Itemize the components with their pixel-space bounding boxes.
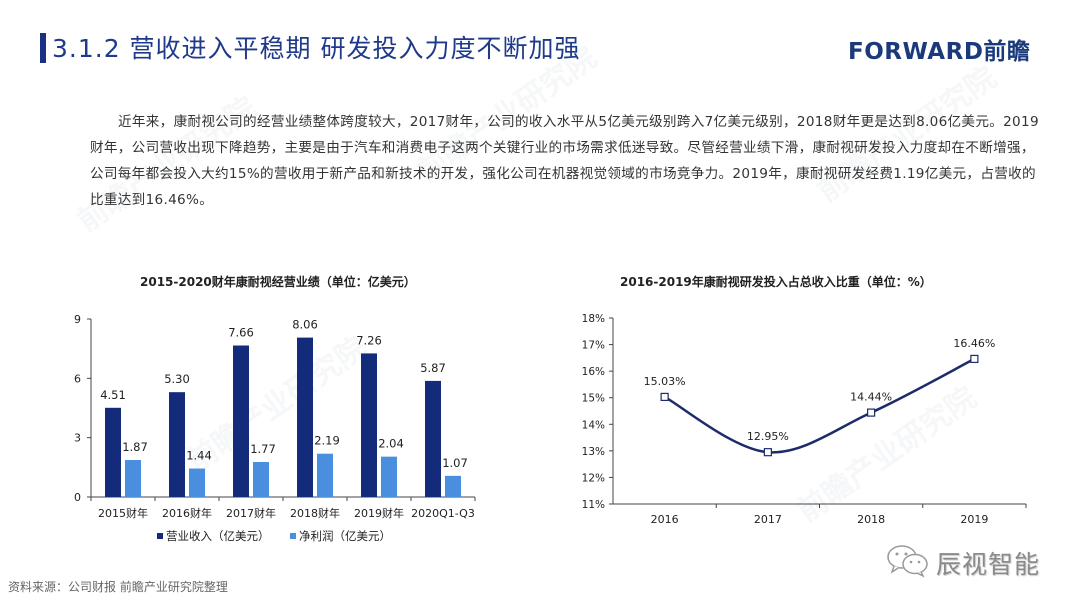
- rd-ratio-line: [664, 357, 975, 454]
- profit-label: 1.87: [122, 440, 148, 454]
- revenue-label: 7.26: [356, 333, 382, 347]
- profit-label: 1.77: [250, 442, 276, 456]
- wechat-account: 辰视智能: [886, 544, 1040, 582]
- forward-logo: FORWARD前瞻: [848, 39, 1031, 65]
- profit-bar: [189, 468, 205, 497]
- revenue-label: 5.87: [420, 361, 446, 375]
- line-chart: 11% 12% 13% 14% 15% 16% 17% 18% 15.03% 2016 12.95%…: [582, 313, 1027, 526]
- body-paragraph: 近年来，康耐视公司的经营业绩整体跨度较大，2017财年，公司的收入水平从5亿美元…: [90, 114, 1039, 208]
- y-tick-label: 18%: [582, 313, 605, 325]
- data-point-label: 15.03%: [644, 375, 686, 388]
- x-tick-label: 2019财年: [354, 506, 404, 520]
- bar-chart: 0 3 6 9 4.51 1.87 2015财年 5.30 1.44 2016财年 7.66 1.77…: [74, 313, 476, 543]
- y-tick-label: 0: [74, 491, 81, 504]
- bar-chart-title: 2015-2020财年康耐视经营业绩（单位：亿美元）: [140, 275, 416, 289]
- x-tick-label: 2020Q1-Q3: [411, 507, 475, 520]
- y-tick-label: 14%: [582, 419, 605, 431]
- legend-revenue-label: 营业收入（亿美元）: [166, 529, 270, 543]
- source-note: 资料来源：公司财报 前瞻产业研究院整理: [8, 580, 228, 594]
- data-point-marker: [763, 448, 772, 457]
- x-tick-label: 2018财年: [290, 506, 340, 520]
- revenue-label: 4.51: [100, 388, 126, 402]
- y-tick-label: 16%: [582, 366, 605, 378]
- profit-label: 2.19: [314, 434, 340, 448]
- profit-bar: [445, 475, 461, 497]
- profit-bar: [317, 453, 333, 497]
- profit-bar: [253, 461, 269, 497]
- title-accent-bar: [40, 33, 46, 63]
- profit-bar: [125, 460, 141, 497]
- revenue-bar: [361, 353, 377, 497]
- data-point-marker: [867, 408, 876, 417]
- wechat-account-name: 辰视智能: [936, 550, 1041, 579]
- data-point-label: 12.95%: [747, 430, 789, 443]
- y-tick-label: 13%: [582, 446, 605, 458]
- revenue-bar: [169, 392, 185, 497]
- revenue-label: 7.66: [228, 326, 254, 340]
- data-point-marker: [970, 354, 979, 364]
- x-tick-label: 2015财年: [98, 506, 148, 520]
- x-tick-label: 2017: [754, 513, 782, 526]
- y-tick-label: 6: [74, 372, 81, 385]
- data-point-label: 16.46%: [953, 337, 995, 350]
- legend-profit-label: 净利润（亿美元）: [299, 529, 391, 543]
- revenue-label: 5.30: [164, 372, 190, 386]
- y-tick-label: 17%: [582, 340, 605, 352]
- legend-profit-swatch: [290, 533, 296, 539]
- x-tick-label: 2016财年: [162, 506, 212, 520]
- y-tick-label: 12%: [582, 472, 605, 484]
- x-tick-label: 2018: [857, 513, 885, 526]
- page-title: 3.1.2 营收进入平稳期 研发投入力度不断加强: [52, 34, 581, 63]
- revenue-bar: [233, 345, 249, 497]
- revenue-bar: [297, 337, 313, 497]
- line-chart-title: 2016-2019年康耐视研发投入占总收入比重（单位：%）: [620, 275, 932, 289]
- profit-label: 1.44: [186, 449, 212, 463]
- y-tick-label: 15%: [582, 393, 605, 405]
- x-tick-label: 2017财年: [226, 506, 276, 520]
- data-point-marker: [660, 392, 669, 402]
- revenue-bar: [105, 407, 121, 497]
- revenue-bar: [425, 380, 441, 497]
- profit-bar: [381, 456, 397, 497]
- profit-label: 1.07: [442, 456, 468, 470]
- data-point-label: 14.44%: [850, 391, 892, 404]
- y-tick-label: 3: [74, 432, 81, 445]
- legend-revenue-swatch: [157, 533, 163, 539]
- x-tick-label: 2016: [651, 513, 679, 526]
- y-tick-label: 9: [74, 313, 81, 326]
- revenue-label: 8.06: [292, 318, 318, 332]
- profit-label: 2.04: [378, 437, 404, 451]
- y-tick-label: 11%: [582, 499, 605, 511]
- wechat-icon: [886, 544, 930, 582]
- x-tick-label: 2019: [960, 513, 988, 526]
